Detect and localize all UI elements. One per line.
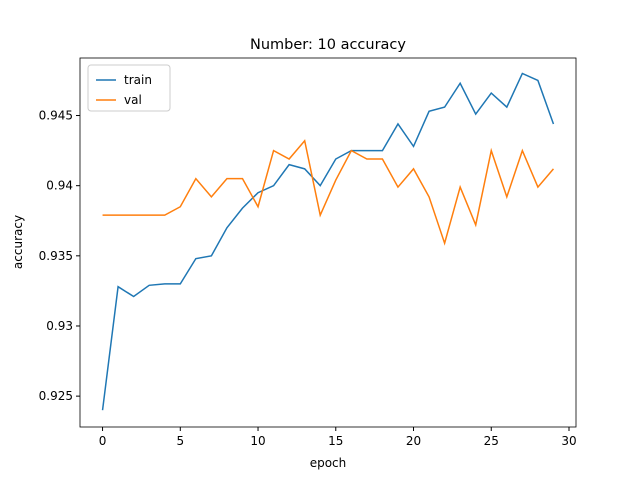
x-tick-label: 20 — [406, 434, 421, 448]
x-tick-label: 30 — [561, 434, 576, 448]
line-series — [101, 72, 555, 411]
legend-label: val — [124, 93, 142, 107]
y-tick-label: 0.925 — [39, 389, 73, 403]
x-tick-label: 5 — [176, 434, 184, 448]
y-axis-label: accuracy — [11, 215, 25, 269]
x-tick-label: 25 — [484, 434, 499, 448]
plot-frame — [79, 57, 577, 428]
x-tick-label: 15 — [328, 434, 343, 448]
x-tick-label: 10 — [250, 434, 265, 448]
x-tick-label: 0 — [99, 434, 107, 448]
line-series — [102, 139, 555, 246]
y-tick-label: 0.94 — [46, 179, 73, 193]
x-axis-label: epoch — [310, 456, 347, 470]
y-tick-label: 0.93 — [46, 319, 73, 333]
y-tick-label: 0.935 — [39, 249, 73, 263]
legend-label: train — [124, 73, 152, 87]
y-tick-label: 0.945 — [39, 109, 73, 123]
chart-title: Number: 10 accuracy — [250, 37, 406, 53]
